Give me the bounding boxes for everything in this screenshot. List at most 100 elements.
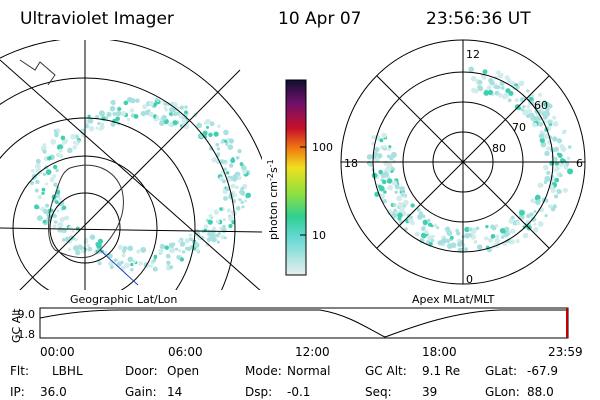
aurora-dot xyxy=(491,225,497,231)
aurora-dot xyxy=(371,153,377,160)
aurora-dot xyxy=(384,168,388,173)
aurora-dot xyxy=(378,185,385,192)
aurora-dot xyxy=(371,141,375,146)
aurora-dot xyxy=(196,122,202,129)
aurora-dot xyxy=(241,205,245,209)
aurora-dot xyxy=(446,230,453,236)
aurora-dot xyxy=(140,246,147,253)
aurora-dot xyxy=(518,214,525,220)
aurora-dot xyxy=(146,264,151,268)
aurora-dot xyxy=(181,250,186,254)
aurora-dot xyxy=(498,92,503,98)
aurora-dot xyxy=(464,226,470,233)
aurora-dot xyxy=(219,207,223,211)
aurora-dot xyxy=(379,138,384,143)
aurora-dot xyxy=(165,253,171,259)
aurora-dot xyxy=(55,152,61,158)
aurora-dot xyxy=(469,67,474,71)
aurora-dot xyxy=(215,219,220,224)
aurora-dot xyxy=(542,99,547,104)
aurora-dot xyxy=(142,104,148,110)
footer-label: GC Alt: xyxy=(365,364,407,378)
meridian xyxy=(19,69,241,290)
aurora-dot xyxy=(133,114,139,119)
aurora-dot xyxy=(471,87,477,93)
aurora-dot xyxy=(526,89,530,93)
aurora-dot xyxy=(502,241,508,247)
aurora-dot xyxy=(522,104,526,109)
aurora-dot xyxy=(213,209,220,215)
aurora-dot xyxy=(112,111,117,116)
colorbar xyxy=(285,79,307,276)
mlat-label: 60 xyxy=(534,99,548,112)
aurora-dot xyxy=(410,203,415,208)
footer-value: Open xyxy=(167,364,199,378)
aurora-dot xyxy=(159,243,166,250)
aurora-dot xyxy=(499,228,506,234)
aurora-dot xyxy=(138,261,143,266)
aurora-dot xyxy=(556,138,563,144)
aurora-dot xyxy=(531,216,537,222)
time-tick-label: 23:59 xyxy=(548,345,583,359)
aurora-dot xyxy=(433,223,438,228)
aurora-dot xyxy=(399,186,405,192)
exp: -1 xyxy=(266,159,275,167)
aurora-dot xyxy=(409,215,413,219)
aurora-dot xyxy=(468,227,473,232)
aurora-dot xyxy=(566,156,571,160)
aurora-dot xyxy=(54,200,59,205)
footer-value: 9.1 Re xyxy=(422,364,460,378)
aurora-dot xyxy=(507,98,512,103)
aurora-dot xyxy=(148,111,154,118)
aurora-dot xyxy=(83,239,89,245)
aurora-dot xyxy=(41,191,45,195)
aurora-dot xyxy=(152,266,158,272)
aurora-dot xyxy=(72,145,78,150)
aurora-dot xyxy=(155,115,160,120)
footer-value: 14 xyxy=(167,385,182,399)
aurora-dot xyxy=(87,114,91,118)
aurora-dot xyxy=(178,249,182,253)
aurora-dot xyxy=(545,107,550,113)
aurora-dot xyxy=(544,150,550,157)
aurora-dot xyxy=(97,238,104,244)
aurora-dot xyxy=(381,179,387,185)
aurora-dot xyxy=(520,108,525,112)
aurora-dot xyxy=(228,138,235,144)
aurora-dot xyxy=(172,101,178,108)
time-tick-label: 06:00 xyxy=(168,345,203,359)
aurora-dot xyxy=(388,145,392,149)
right-label: Apex MLat/MLT xyxy=(412,293,495,306)
aurora-dot xyxy=(49,212,53,216)
aurora-dot xyxy=(242,169,247,175)
aurora-dot xyxy=(562,162,567,167)
aurora-dot xyxy=(231,174,238,181)
aurora-dot xyxy=(177,239,182,244)
aurora-dot xyxy=(464,247,468,252)
footer-label: Gain: xyxy=(125,385,157,399)
aurora-dot xyxy=(220,235,225,240)
aurora-dot xyxy=(542,114,548,120)
aurora-dot xyxy=(99,124,105,130)
aurora-dot xyxy=(117,244,124,250)
aurora-dot xyxy=(30,168,35,173)
aurora-dot xyxy=(216,147,221,151)
aurora-dot xyxy=(464,232,470,239)
aurora-dot xyxy=(115,110,122,117)
aurora-dot xyxy=(233,193,237,197)
title: Ultraviolet Imager xyxy=(20,9,174,29)
aurora-dot xyxy=(124,262,130,269)
aurora-dot xyxy=(567,145,572,149)
footer-value: -67.9 xyxy=(527,364,558,378)
aurora-dot xyxy=(205,242,210,247)
aurora-dot xyxy=(538,133,545,139)
aurora-dot xyxy=(231,157,235,161)
aurora-dot xyxy=(98,110,105,117)
aurora-dot xyxy=(95,114,100,120)
aurora-dot xyxy=(235,206,241,211)
aurora-dot xyxy=(382,198,387,203)
aurora-dot xyxy=(179,105,184,110)
aurora-dot xyxy=(473,239,478,244)
aurora-dot xyxy=(95,126,99,130)
aurora-dot xyxy=(550,147,556,153)
